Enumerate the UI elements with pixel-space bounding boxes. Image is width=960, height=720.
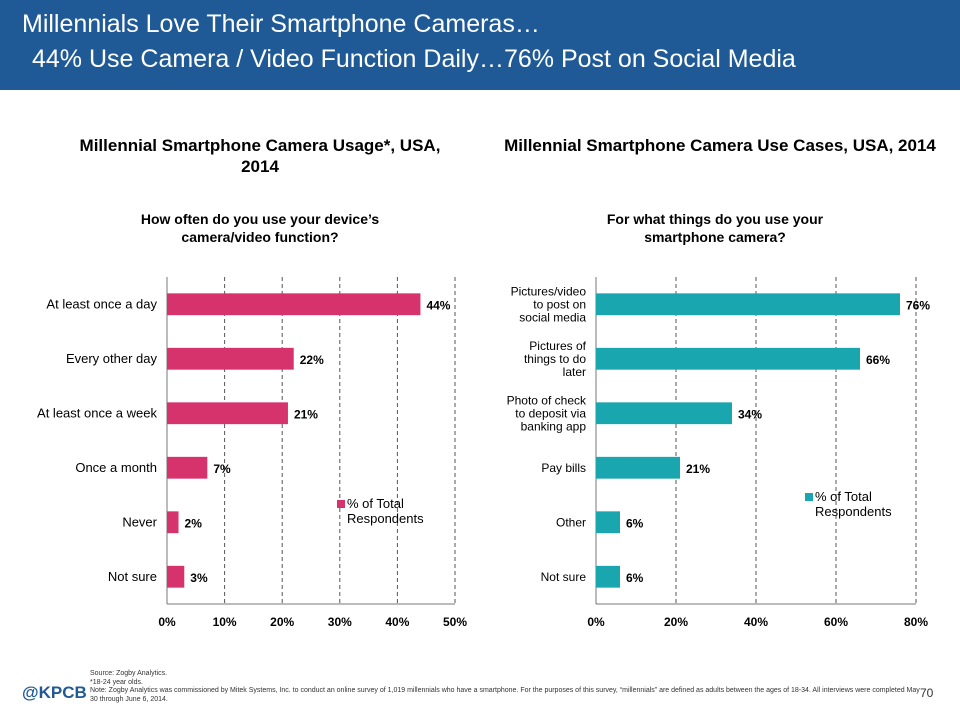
category-label: Pictures of things to do later [524, 339, 587, 379]
bar [167, 347, 294, 370]
bar [596, 511, 620, 534]
bar [596, 293, 900, 316]
category-label: Every other day [66, 351, 158, 366]
data-label: 6% [626, 516, 644, 530]
footer-notes: Source: Zogby Analytics. *18-24 year old… [90, 670, 920, 704]
category-label: Pictures/video to post on social media [511, 284, 587, 324]
category-label: Once a month [75, 460, 157, 475]
x-tick-label: 40% [744, 615, 768, 629]
data-label: 22% [300, 353, 324, 367]
slide-title-line1: Millennials Love Their Smartphone Camera… [22, 10, 540, 38]
category-label: At least once a week [37, 405, 157, 420]
data-label: 44% [426, 298, 450, 312]
data-label: 21% [294, 407, 318, 421]
x-tick-label: 60% [824, 615, 848, 629]
right-chart-question: For what things do you use your smartpho… [606, 211, 824, 245]
legend-swatch [337, 500, 345, 508]
legend-label: % of Total Respondents [815, 489, 892, 519]
data-label: 66% [866, 353, 890, 367]
x-tick-label: 0% [158, 615, 176, 629]
x-tick-label: 80% [904, 615, 928, 629]
x-tick-label: 0% [587, 615, 605, 629]
left-chart-question: How often do you use your device’s camer… [140, 211, 380, 245]
category-label: Never [122, 514, 157, 529]
kpcb-logo: @KPCB [22, 683, 87, 702]
bar [167, 456, 208, 479]
bar [596, 402, 732, 425]
data-label: 34% [738, 407, 762, 421]
bar [167, 293, 421, 316]
x-tick-label: 50% [443, 615, 467, 629]
methodology-note: Note: Zogby Analytics was commissioned b… [90, 687, 920, 703]
category-label: Not sure [541, 570, 587, 584]
x-tick-label: 20% [664, 615, 688, 629]
data-label: 3% [190, 571, 208, 585]
footnote: *18-24 year olds. [90, 678, 143, 686]
legend-swatch [805, 493, 813, 501]
bar [596, 347, 860, 370]
x-tick-label: 40% [385, 615, 409, 629]
category-label: Not sure [108, 569, 157, 584]
x-tick-label: 30% [328, 615, 352, 629]
page-number: 70 [920, 686, 934, 700]
category-label: At least once a day [46, 296, 157, 311]
bar [596, 456, 680, 479]
data-label: 21% [686, 462, 710, 476]
bar [167, 511, 179, 534]
left-chart-title: Millennial Smartphone Camera Usage*, USA… [79, 136, 441, 176]
category-label: Other [556, 515, 586, 529]
category-label: Pay bills [541, 461, 586, 475]
x-tick-label: 10% [213, 615, 237, 629]
bar [167, 402, 288, 425]
data-label: 7% [213, 462, 231, 476]
right-chart-title: Millennial Smartphone Camera Use Cases, … [504, 136, 936, 155]
slide-title-line2: 44% Use Camera / Video Function Daily…76… [32, 45, 796, 73]
x-tick-label: 20% [270, 615, 294, 629]
bar [167, 565, 185, 588]
data-label: 76% [906, 298, 930, 312]
source-note: Source: Zogby Analytics. [90, 670, 168, 677]
data-label: 6% [626, 571, 644, 585]
category-label: Photo of check to deposit via banking app [507, 393, 587, 433]
data-label: 2% [185, 516, 203, 530]
bar [596, 565, 620, 588]
title-banner: Millennials Love Their Smartphone Camera… [0, 0, 960, 90]
legend-label: % of Total Respondents [347, 496, 424, 526]
